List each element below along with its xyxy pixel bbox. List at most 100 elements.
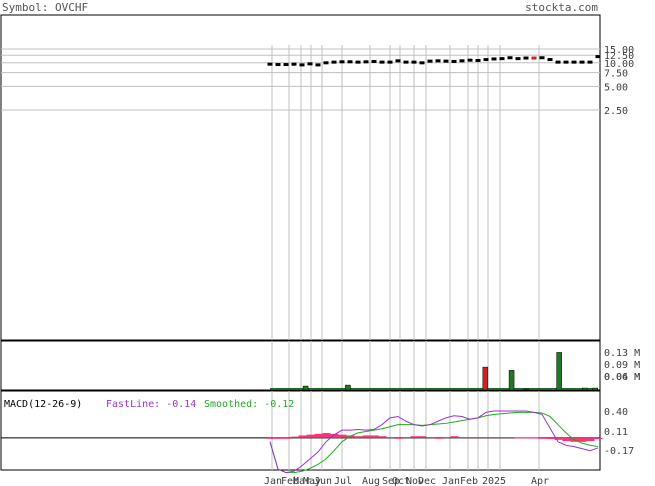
volume-bar <box>523 388 530 391</box>
volume-tick-label: 0.09 M <box>604 360 640 371</box>
volume-tick-label: 0.04 M <box>604 372 640 383</box>
price-tick-label: 2.50 <box>604 106 628 117</box>
macd-histogram-bar <box>274 437 283 439</box>
macd-histogram-bar <box>466 437 475 439</box>
price-candle <box>531 56 537 60</box>
macd-histogram-bar <box>554 437 563 440</box>
macd-histogram-bar <box>442 437 451 439</box>
price-candle <box>507 56 513 60</box>
x-tick-label: 2025 <box>482 476 506 486</box>
price-tick-label: 7.50 <box>604 69 628 80</box>
price-candle <box>387 60 393 64</box>
x-tick-label: Jun <box>314 476 332 486</box>
volume-bar <box>556 352 562 391</box>
price-candle <box>515 57 521 61</box>
price-candle <box>475 59 481 63</box>
x-tick-label: Feb <box>281 476 299 486</box>
macd-histogram-bar <box>458 437 467 439</box>
price-candle <box>403 60 409 64</box>
x-tick-label: Nov <box>406 476 424 486</box>
price-candle <box>307 62 313 66</box>
price-candle <box>491 57 497 61</box>
price-tick-label: 5.00 <box>604 82 628 93</box>
x-tick-label: Apr <box>531 476 549 486</box>
price-candle <box>283 63 289 67</box>
macd-histogram-bar <box>434 437 443 439</box>
macd-histogram-bar <box>522 437 531 439</box>
price-tick-label: 12.50 <box>604 51 634 62</box>
macd-histogram-bar <box>298 435 307 438</box>
macd-histogram-bar <box>330 433 339 438</box>
macd-histogram-bar <box>546 437 555 440</box>
price-candle <box>443 59 449 63</box>
price-candle <box>435 59 441 63</box>
volume-bar <box>482 366 489 391</box>
volume-bar <box>508 370 515 391</box>
x-tick-label: Dec <box>418 476 436 486</box>
x-tick-label: Mar <box>293 476 311 486</box>
price-candle <box>483 58 489 62</box>
macd-histogram-bar <box>498 437 507 439</box>
price-candle <box>523 56 529 60</box>
price-candle <box>539 56 545 60</box>
price-candle <box>363 60 369 64</box>
price-candle <box>587 60 593 64</box>
price-candle <box>499 57 505 61</box>
macd-histogram-bar <box>386 437 395 439</box>
macd-histogram-bar <box>306 434 315 438</box>
symbol-label: Symbol: OVCHF <box>2 1 88 14</box>
x-tick-label: Jan <box>264 476 282 486</box>
macd-histogram-bar <box>354 436 363 438</box>
volume-bar <box>592 387 598 391</box>
macd-histogram-bar <box>538 437 547 439</box>
price-candle <box>595 55 601 59</box>
macd-histogram-bar <box>394 437 403 439</box>
macd-histogram-bar <box>578 437 587 442</box>
x-tick-label: Jul <box>334 476 352 486</box>
price-tick-label: 10.00 <box>604 59 634 70</box>
macd-smoothed-label: Smoothed: -0.12 <box>204 399 294 410</box>
macd-tick-label: 0.40 <box>604 407 628 418</box>
site-label: stockta.com <box>525 1 598 14</box>
macd-histogram-bar <box>290 436 299 438</box>
volume-bar <box>581 387 588 391</box>
price-candle <box>467 58 473 62</box>
volume-tick-label: 0.06 M <box>604 372 640 383</box>
volume-bar <box>345 384 351 391</box>
price-candle <box>315 63 321 67</box>
macd-tick-label: -0.17 <box>604 446 634 457</box>
price-candle <box>571 60 577 64</box>
macd-histogram-bar <box>562 437 571 442</box>
macd-histogram-bar <box>410 436 419 438</box>
price-candle <box>459 59 465 63</box>
volume-bar <box>302 385 309 391</box>
macd-fast-label: FastLine: -0.14 <box>106 399 196 410</box>
macd-histogram-bar <box>418 436 427 438</box>
price-candle <box>323 61 329 65</box>
price-candle <box>371 59 377 63</box>
macd-histogram-bar <box>362 435 371 438</box>
price-tick-label: 15.00 <box>604 45 634 56</box>
macd-histogram-bar <box>514 437 523 439</box>
macd-histogram-bar <box>586 437 595 442</box>
x-tick-label: Feb <box>460 476 478 486</box>
macd-histogram-bar <box>314 433 323 438</box>
macd-histogram-bar <box>506 437 515 439</box>
macd-histogram-bar <box>450 436 459 438</box>
macd-fast-line <box>269 410 599 474</box>
macd-smoothed-line <box>269 411 599 474</box>
macd-tick-label: 0.11 <box>604 427 628 438</box>
price-candle <box>579 60 585 64</box>
price-candle <box>411 60 417 64</box>
price-candle <box>267 62 273 66</box>
price-candle <box>379 60 385 64</box>
x-tick-label: Jan <box>442 476 460 486</box>
x-tick-label: May <box>303 476 321 486</box>
price-candle <box>451 59 457 63</box>
price-candle <box>427 59 433 63</box>
price-candle <box>275 63 281 67</box>
price-candle <box>547 58 553 62</box>
macd-histogram-bar <box>402 437 411 439</box>
